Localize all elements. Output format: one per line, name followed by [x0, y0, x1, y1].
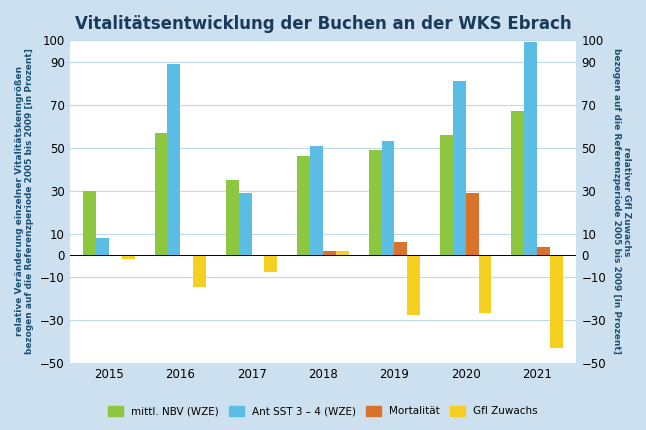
Y-axis label: relativer Gfl Zuwachs
bezogen auf die Referenzperiode 2005 bis 2009 [in Prozent]: relativer Gfl Zuwachs bezogen auf die Re…: [612, 49, 631, 354]
Bar: [226, 180, 239, 255]
Bar: [264, 255, 277, 272]
Bar: [479, 255, 492, 313]
Title: Vitalitätsentwicklung der Buchen an der WKS Ebrach: Vitalitätsentwicklung der Buchen an der …: [75, 15, 571, 33]
Y-axis label: relative Veränderung einzelner Vitalitätskenngrößen
bezogen auf die Referenzperi: relative Veränderung einzelner Vitalität…: [15, 49, 34, 354]
Bar: [323, 251, 336, 255]
Legend: mittl. NBV (WZE), Ant SST 3 – 4 (WZE), Mortalität, Gfl Zuwachs: mittl. NBV (WZE), Ant SST 3 – 4 (WZE), M…: [104, 402, 542, 421]
Bar: [121, 255, 134, 259]
Bar: [369, 150, 382, 255]
Bar: [407, 255, 420, 316]
Bar: [154, 132, 167, 255]
Bar: [537, 246, 550, 255]
Bar: [96, 238, 109, 255]
Bar: [512, 111, 525, 255]
Bar: [167, 64, 180, 255]
Bar: [525, 42, 537, 255]
Bar: [550, 255, 563, 348]
Bar: [466, 193, 479, 255]
Bar: [382, 141, 395, 255]
Bar: [297, 156, 310, 255]
Bar: [453, 81, 466, 255]
Bar: [336, 251, 349, 255]
Bar: [440, 135, 453, 255]
Bar: [395, 242, 407, 255]
Bar: [310, 145, 323, 255]
Bar: [239, 193, 251, 255]
Bar: [193, 255, 206, 288]
Bar: [83, 190, 96, 255]
